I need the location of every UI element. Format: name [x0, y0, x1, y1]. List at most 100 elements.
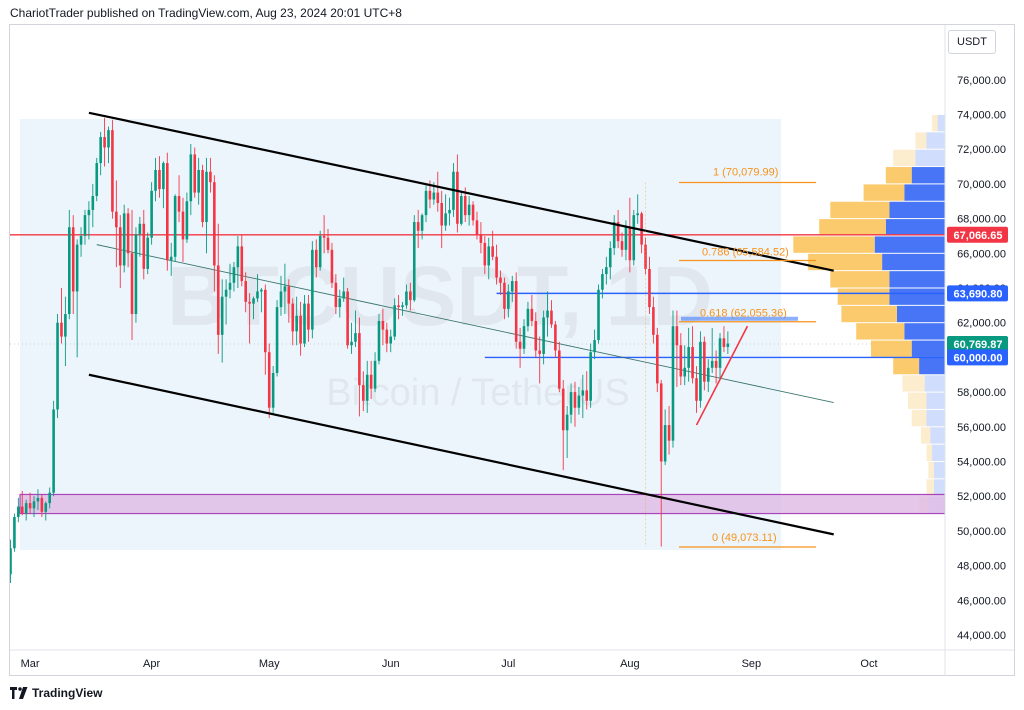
- candle-body: [632, 215, 636, 261]
- candle-body: [64, 314, 67, 337]
- candle-body: [373, 360, 377, 389]
- volume-profile-bar-down: [874, 236, 945, 253]
- candle-body: [608, 248, 612, 268]
- channel-upper-trendline[interactable]: [88, 111, 834, 272]
- candle-body: [401, 305, 404, 308]
- volume-profile-bar-up: [915, 132, 927, 149]
- candle-body: [679, 345, 683, 377]
- candle-body: [275, 307, 279, 374]
- support-zone[interactable]: [19, 493, 945, 515]
- candle-body: [601, 274, 604, 290]
- time-axis-tick: Jul: [501, 658, 515, 670]
- volume-profile-bar-down: [889, 288, 945, 305]
- candle-body: [87, 209, 91, 216]
- candle-body: [554, 324, 557, 351]
- price-axis-tick: 50,000.00: [957, 526, 1006, 538]
- volume-profile-bar-up: [902, 375, 925, 392]
- volume-profile-bar-down: [919, 357, 945, 375]
- price-label-text: 60,769.87: [954, 339, 1003, 351]
- candle-body: [612, 222, 616, 249]
- candle-body: [514, 281, 518, 342]
- volume-profile-bar-down: [930, 427, 945, 444]
- price-label-tag[interactable]: [947, 349, 1008, 366]
- candle-body: [95, 163, 99, 197]
- candle-body: [71, 227, 75, 292]
- tradingview-footer[interactable]: TradingView: [10, 686, 102, 700]
- volume-profile-bar-up: [808, 253, 883, 271]
- candle-body: [40, 497, 44, 512]
- ascending-support-trendline[interactable]: [695, 325, 749, 426]
- candle-body: [475, 220, 479, 235]
- candle-body: [83, 215, 87, 236]
- candle-body: [75, 244, 79, 292]
- candle-body: [542, 317, 545, 354]
- candle-body: [369, 374, 373, 389]
- candle-body: [483, 242, 487, 266]
- volume-profile-bar-up: [830, 201, 890, 219]
- candle-body: [416, 222, 420, 231]
- candle-body: [146, 237, 149, 269]
- volume-profile-bar-up: [928, 462, 934, 479]
- candle-body: [256, 291, 259, 299]
- candle-body: [495, 256, 498, 278]
- candle-body: [499, 277, 502, 283]
- price-label-text: 60,000.00: [954, 352, 1003, 364]
- candle-body: [581, 390, 585, 396]
- chart-frame[interactable]: [9, 24, 1015, 676]
- candle-body: [432, 192, 436, 200]
- price-label-tag[interactable]: [947, 226, 1008, 243]
- candle-body: [393, 305, 396, 337]
- candle-body: [412, 222, 416, 301]
- publisher-line: ChariotTrader published on TradingView.c…: [10, 6, 402, 20]
- candle-body: [530, 308, 534, 321]
- candle-body: [648, 268, 651, 308]
- candle-body: [56, 322, 59, 410]
- candle-body: [287, 286, 291, 304]
- candle-body: [224, 289, 228, 297]
- volume-profile-bar-down: [889, 201, 945, 219]
- candle-body: [205, 171, 208, 223]
- candle-body: [240, 246, 244, 282]
- candle-body: [699, 341, 702, 401]
- candle-body: [456, 171, 459, 224]
- candle-body: [389, 336, 393, 344]
- volume-profile-bar-up: [793, 236, 875, 253]
- volume-profile-bar-down: [896, 305, 945, 323]
- candle-body: [358, 333, 361, 386]
- candle-body: [303, 303, 306, 344]
- candle-body: [522, 326, 526, 349]
- price-label-tag[interactable]: [947, 336, 1008, 353]
- candle-body: [228, 282, 232, 290]
- candle-body: [314, 249, 318, 268]
- candle-body: [569, 392, 573, 415]
- candle-body: [703, 341, 706, 382]
- candle-body: [173, 196, 177, 257]
- candle-body: [107, 130, 110, 148]
- candle-body: [479, 234, 483, 243]
- volume-profile-bar-down: [926, 392, 945, 409]
- candle-body: [667, 425, 671, 441]
- tradingview-logo-icon: [10, 687, 28, 699]
- time-axis-tick: Mar: [21, 658, 40, 670]
- candle-body: [718, 338, 722, 368]
- volume-profile-bar-up: [893, 149, 916, 167]
- candle-body: [593, 340, 596, 353]
- volume-profile-bar-up: [920, 427, 931, 444]
- candle-body: [115, 211, 118, 228]
- time-axis-tick: Sep: [742, 658, 762, 670]
- channel-midline[interactable]: [96, 244, 834, 403]
- price-label-tag[interactable]: [947, 285, 1008, 302]
- candle-body: [197, 170, 200, 193]
- price-axis-tick: 62,000.00: [957, 318, 1006, 330]
- volume-profile-bar-up: [908, 392, 927, 409]
- candle-body: [264, 289, 267, 353]
- volume-profile-bar-down: [926, 409, 945, 427]
- currency-selector[interactable]: USDT: [948, 30, 996, 54]
- candle-body: [577, 395, 581, 408]
- candle-body: [248, 301, 251, 304]
- candle-body: [683, 367, 687, 377]
- candle-body: [209, 171, 212, 183]
- candle-body: [616, 222, 620, 242]
- channel-lower-trendline[interactable]: [88, 373, 834, 536]
